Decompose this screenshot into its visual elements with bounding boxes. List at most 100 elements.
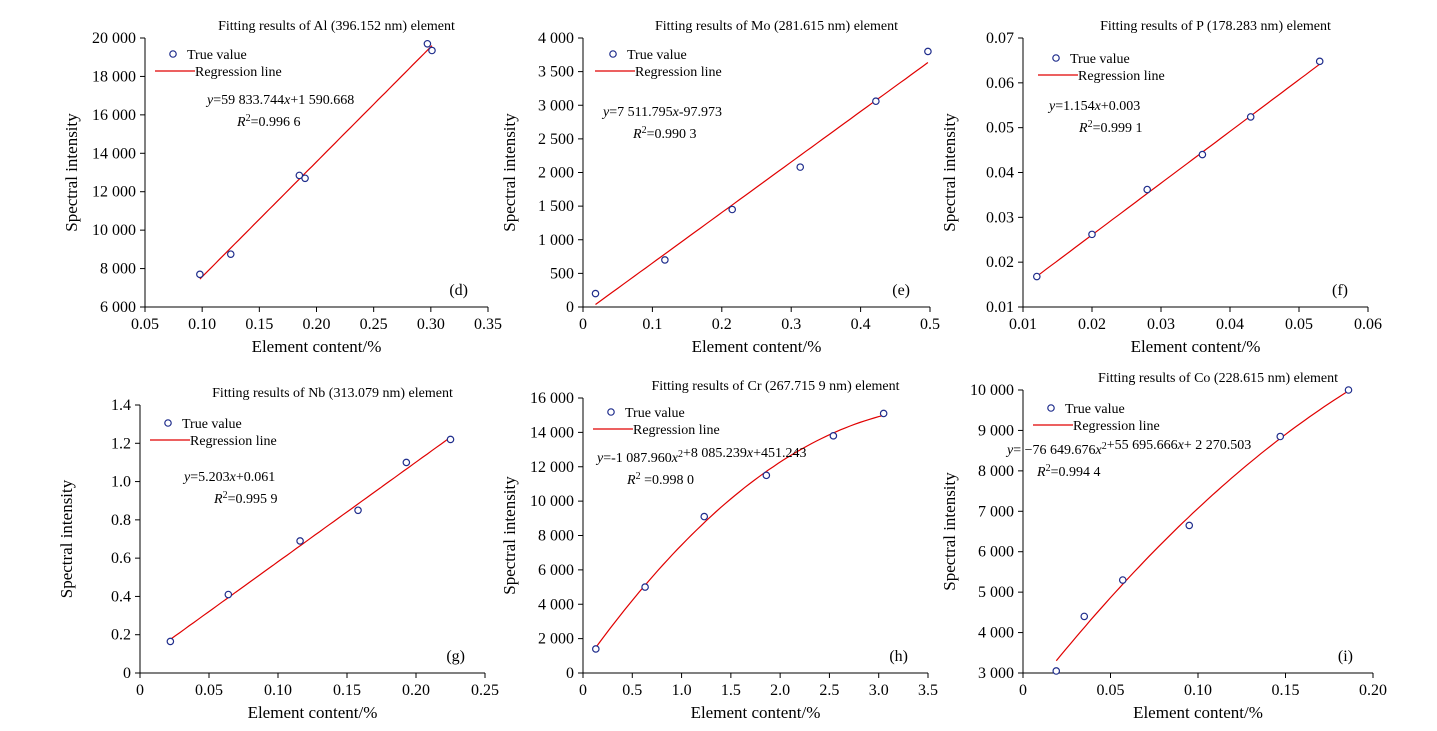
- x-tick-label: 0.25: [360, 316, 388, 333]
- y-tick-label: 0.04: [986, 165, 1014, 182]
- panel-label: (d): [449, 282, 468, 299]
- x-tick-label: 1.0: [672, 682, 692, 699]
- r-squared: R2=0.994 4: [1036, 463, 1100, 480]
- x-tick-label: 0.3: [781, 316, 801, 333]
- y-tick-label: 0.4: [111, 588, 131, 605]
- true-value-point: [226, 250, 235, 258]
- y-tick-label: 4 000: [538, 30, 574, 47]
- y-tick-label: 1.2: [111, 435, 131, 452]
- r-squared: R2=0.990 3: [632, 125, 696, 142]
- y-tick-label: 6 000: [538, 562, 574, 579]
- x-tick-label: 0.5: [622, 682, 642, 699]
- x-tick-label: 0.05: [1097, 682, 1125, 699]
- true-value-point: [1143, 185, 1152, 194]
- x-tick-label: 0.1: [642, 316, 662, 333]
- true-value-point: [872, 97, 880, 106]
- y-tick-label: 9 000: [978, 422, 1014, 439]
- x-tick-label: 0.05: [195, 682, 223, 699]
- x-tick-label: 0: [579, 682, 587, 699]
- y-tick-label: 7 000: [978, 503, 1014, 520]
- legend-label-regression-line: Regression line: [1073, 419, 1160, 434]
- y-tick-label: 1 500: [538, 198, 574, 215]
- panel-label: (g): [446, 648, 465, 665]
- y-tick-label: 2 000: [538, 631, 574, 648]
- x-tick-label: 0.05: [131, 316, 159, 333]
- panel-label: (f): [1332, 282, 1348, 299]
- y-tick-label: 0.02: [986, 254, 1014, 271]
- x-tick-label: 3.5: [918, 682, 938, 699]
- y-tick-label: 3 000: [978, 665, 1014, 682]
- true-value-point: [728, 205, 737, 214]
- regression-line: [170, 436, 451, 640]
- panel-label: (i): [1338, 648, 1353, 665]
- legend-label-regression-line: Regression line: [1078, 69, 1165, 84]
- true-value-point: [879, 409, 888, 418]
- y-tick-label: 0.05: [986, 120, 1014, 137]
- y-tick-label: 12 000: [92, 184, 136, 201]
- x-tick-label: 0.20: [402, 682, 430, 699]
- y-tick-label: 2 000: [538, 165, 574, 182]
- y-tick-label: 0.8: [111, 512, 131, 529]
- x-axis-label: Element content/%: [1131, 337, 1261, 356]
- legend-marker-true-value: [607, 408, 615, 416]
- true-value-point: [762, 471, 771, 480]
- regression-equation: y=5.203x+0.061: [182, 470, 275, 485]
- legend-label-true-value: True value: [187, 48, 247, 63]
- regression-equation: y=7 511.795x-97.973: [601, 105, 722, 120]
- true-value-point: [641, 583, 649, 591]
- y-tick-label: 14 000: [530, 424, 574, 441]
- x-tick-label: 0.10: [188, 316, 216, 333]
- chart-title: Fitting results of Cr (267.715 9 nm) ele…: [651, 379, 899, 394]
- true-value-point: [1276, 432, 1285, 441]
- true-value-point: [661, 256, 669, 264]
- legend-label-true-value: True value: [625, 406, 685, 421]
- x-tick-label: 0.03: [1147, 316, 1175, 333]
- x-tick-label: 0.01: [1009, 316, 1037, 333]
- y-axis-label: Spectral intensity: [940, 472, 959, 591]
- true-value-point: [354, 506, 362, 515]
- regression-line: [1036, 63, 1321, 277]
- true-value-point: [700, 512, 709, 521]
- legend-marker-true-value: [1047, 404, 1055, 412]
- legend-label-regression-line: Regression line: [195, 65, 282, 80]
- x-tick-label: 0.4: [851, 316, 871, 333]
- legend-label-true-value: True value: [182, 417, 242, 432]
- y-tick-label: 6 000: [978, 544, 1014, 561]
- chart-title: Fitting results of P (178.283 nm) elemen…: [1100, 19, 1331, 34]
- true-value-point: [829, 432, 838, 440]
- chart-panel-5: Fitting results of Cr (267.715 9 nm) ele…: [500, 379, 938, 722]
- chart-title: Fitting results of Nb (313.079 nm) eleme…: [212, 386, 453, 401]
- y-tick-label: 0.07: [986, 30, 1014, 47]
- y-axis-label: Spectral intensity: [940, 113, 959, 232]
- x-tick-label: 0.15: [245, 316, 273, 333]
- y-tick-label: 0.01: [986, 299, 1014, 316]
- x-tick-label: 0.10: [1184, 682, 1212, 699]
- chart-panel-6: Fitting results of Co (228.615 nm) eleme…: [940, 371, 1387, 722]
- y-tick-label: 12 000: [530, 459, 574, 476]
- true-value-point: [796, 163, 805, 171]
- y-tick-label: 0.03: [986, 209, 1014, 226]
- true-value-point: [1246, 113, 1255, 121]
- y-tick-label: 5 000: [978, 584, 1014, 601]
- y-tick-label: 0.6: [111, 550, 131, 567]
- x-axis-label: Element content/%: [691, 703, 821, 722]
- x-tick-label: 0.20: [303, 316, 331, 333]
- x-axis-label: Element content/%: [252, 337, 382, 356]
- y-tick-label: 6 000: [100, 299, 136, 316]
- regression-line: [1055, 390, 1349, 662]
- true-value-point: [295, 171, 304, 180]
- y-tick-label: 10 000: [530, 493, 574, 510]
- legend-label-true-value: True value: [627, 48, 687, 63]
- legend-label-true-value: True value: [1070, 52, 1130, 67]
- x-tick-label: 0.2: [712, 316, 732, 333]
- r-squared: R2 =0.998 0: [626, 471, 694, 488]
- x-tick-label: 0.25: [471, 682, 499, 699]
- x-tick-label: 0.5: [920, 316, 940, 333]
- y-tick-label: 1.0: [111, 474, 131, 491]
- regression-equation: y=-1 087.960x2+8 085.239x+451.243: [595, 446, 807, 466]
- x-tick-label: 0.35: [474, 316, 502, 333]
- legend-label-regression-line: Regression line: [635, 65, 722, 80]
- r-squared: R2=0.996 6: [236, 113, 300, 130]
- x-axis-label: Element content/%: [692, 337, 822, 356]
